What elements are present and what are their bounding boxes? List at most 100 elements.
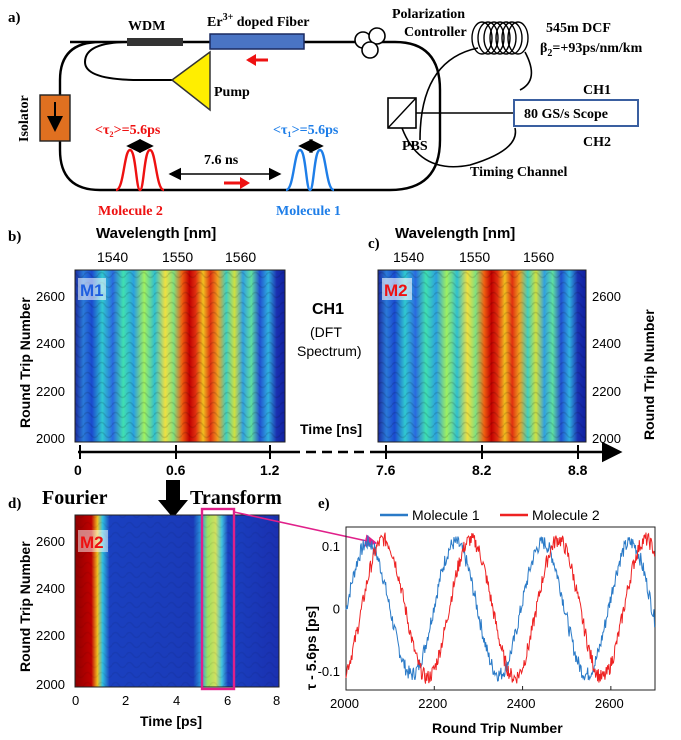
fourier-down-arrow-icon [158, 480, 188, 518]
panel-c-tag: M2 [384, 281, 408, 300]
center-labels: CH1 (DFT Spectrum) Time [ns] [297, 301, 362, 437]
center-ch1: CH1 [312, 301, 344, 318]
panel-e-series [345, 532, 656, 684]
fourier-word-2: Transform [190, 487, 282, 509]
panel-e-y-tick: -0.1 [318, 664, 340, 679]
panel-b-y-tick-2600: 2600 [36, 289, 65, 304]
panel-b-label: b) [8, 229, 21, 245]
panel-c-top-tick-1540: 1540 [393, 249, 424, 265]
panel-e-y-title: τ - 5.6ps [ps] [303, 606, 319, 690]
panel-d-y-title: Round Trip Number [17, 541, 33, 672]
panel-b-tag: M1 [80, 281, 104, 300]
panel-d-x-tick-2: 2 [122, 693, 129, 708]
panel-d: d) M2 Round Trip Number 2600 2400 2200 2… [8, 496, 378, 729]
panel-c-y-tick-2400: 2400 [592, 336, 621, 351]
panel-c-top-axis-title: Wavelength [nm] [395, 225, 515, 242]
direction-arrowhead-bottom [240, 177, 250, 189]
legend-label-molecule-1: Molecule 1 [412, 507, 480, 523]
panel-a-label: a) [8, 10, 21, 26]
scope-label: 80 GS/s Scope [524, 107, 608, 122]
fiber-ring [58, 40, 442, 192]
panel-d-x-tick-6: 6 [224, 693, 231, 708]
dcf-lead [419, 47, 479, 141]
panel-d-x-tick-4: 4 [173, 693, 180, 708]
er-sup: 3+ [223, 12, 234, 23]
panel-d-y-tick-2000: 2000 [36, 677, 65, 692]
panel-d-frame [74, 514, 280, 688]
direction-arrowhead-top [246, 54, 256, 66]
zoom-connector-arrow [233, 511, 378, 547]
panel-d-label: d) [8, 496, 21, 512]
time-tick-1-2: 1.2 [260, 462, 280, 478]
series-line-molecule-1 [345, 535, 656, 682]
er-prefix: Er [207, 15, 223, 30]
panel-b-heatmap-texture [75, 270, 285, 442]
panel-d-x-tick-8: 8 [273, 693, 280, 708]
fourier-word-1: Fourier [42, 487, 108, 509]
ch2-port-label: CH2 [583, 135, 611, 150]
panel-d-tag: M2 [80, 533, 104, 552]
time-axis-title: Time [ns] [300, 421, 362, 437]
panel-b: b) Wavelength [nm] 1540 1550 1560 M1 Rou… [8, 225, 286, 446]
tau1-label: <τ₁>=5.6ps [273, 123, 339, 138]
er-fiber-label: Er3+ doped Fiber [207, 12, 310, 30]
pump-fiber [83, 41, 180, 81]
panel-b-top-tick-1550: 1550 [162, 249, 193, 265]
panel-e: e) Molecule 1 Molecule 2 2000 2200 2400 260… [303, 496, 656, 736]
isolator-label: Isolator [17, 95, 32, 142]
timing-channel-label: Timing Channel [470, 165, 567, 180]
panel-e-x-tick: 2000 [330, 696, 359, 711]
ch1-port-label: CH1 [583, 83, 611, 98]
panel-d-heatmap-texture [75, 515, 279, 687]
panel-e-x-tick: 2600 [595, 696, 624, 711]
panel-d-highlight-box [200, 507, 236, 691]
dcf-beta-label: β2=+93ps/nm/km [540, 41, 643, 59]
molecule-2-pulses [115, 148, 165, 192]
panel-e-x-title: Round Trip Number [432, 720, 563, 736]
molecule-1-label: Molecule 1 [276, 204, 341, 219]
dcf-out [519, 51, 533, 91]
pump-triangle [170, 50, 211, 112]
center-dft-1: (DFT [310, 324, 342, 340]
dcf-beta-rest: =+93ps/nm/km [552, 41, 642, 56]
panel-c-top-tick-1550: 1550 [459, 249, 490, 265]
panel-b-y-tick-2400: 2400 [36, 336, 65, 351]
panel-c-label: c) [368, 236, 380, 252]
panel-b-top-axis-title: Wavelength [nm] [96, 225, 216, 242]
panel-b-y-title: Round Trip Number [17, 297, 33, 428]
pump-label: Pump [214, 85, 250, 100]
pbs-label: PBS [402, 139, 428, 154]
panel-c-top-tick-1560: 1560 [523, 249, 554, 265]
polarization-label-1: Polarization [392, 7, 465, 22]
panel-e-ticks: 2000 2200 2400 2600 0.1 0 -0.1 [318, 539, 624, 711]
panel-e-x-tick: 2400 [507, 696, 536, 711]
panel-b-y-tick-2200: 2200 [36, 384, 65, 399]
dcf-spool [471, 21, 529, 55]
panel-b-tag-bg [78, 278, 106, 300]
er-fiber [209, 33, 305, 50]
panel-c-heatmap-texture [378, 270, 586, 442]
panel-d-x-tick-0: 0 [72, 693, 79, 708]
panel-b-top-tick-1560: 1560 [225, 249, 256, 265]
pbs-diagonal [387, 97, 417, 129]
panel-e-y-tick: 0 [333, 602, 340, 617]
dcf-beta-sub: 2 [547, 48, 552, 59]
fourier-transform: Fourier Transform [42, 480, 282, 518]
panel-e-y-tick: 0.1 [322, 539, 340, 554]
series-line-molecule-2 [345, 532, 656, 684]
panel-d-y-tick-2400: 2400 [36, 581, 65, 596]
panel-d-x-title: Time [ps] [140, 713, 202, 729]
panel-c-y-title: Round Trip Number [641, 309, 657, 440]
polarization-label-2: Controller [404, 25, 467, 40]
panel-d-y-tick-2600: 2600 [36, 534, 65, 549]
separation-label: 7.6 ns [204, 153, 239, 168]
pol-controller-loop-2 [368, 27, 386, 45]
wdm-label: WDM [128, 19, 165, 34]
panel-e-x-tick: 2200 [418, 696, 447, 711]
er-suffix: doped Fiber [233, 15, 309, 30]
panel-b-y-tick-2000: 2000 [36, 431, 65, 446]
panel-c-y-tick-2600: 2600 [592, 289, 621, 304]
wdm-component [127, 38, 183, 46]
time-tick-8-8: 8.8 [568, 462, 588, 478]
